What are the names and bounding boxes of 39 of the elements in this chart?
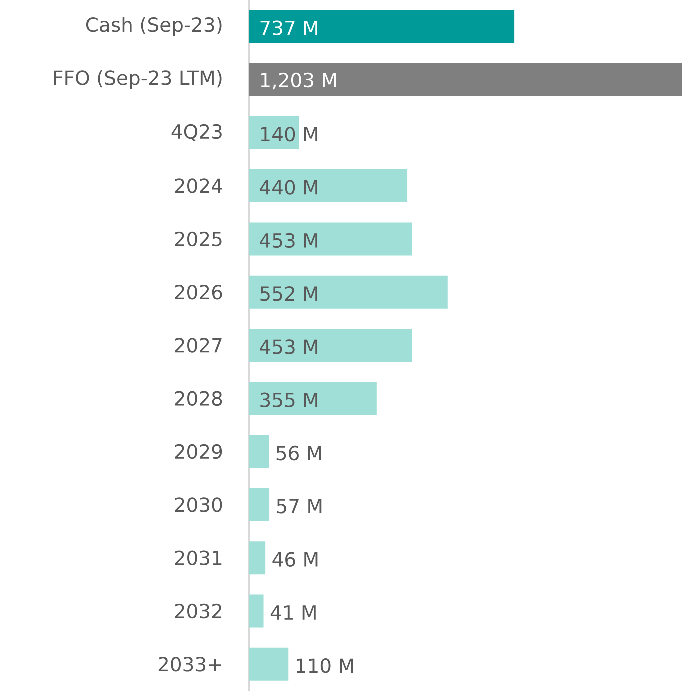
data-label: 355 M — [260, 392, 318, 408]
y-tick-label: 4Q23 — [172, 124, 222, 142]
y-tick-label: 2025 — [175, 232, 222, 247]
bar — [248, 170, 408, 203]
data-label: 41 M — [270, 606, 316, 620]
y-tick-label: 2033+ — [158, 657, 222, 672]
y-tick-label: 2026 — [175, 284, 222, 300]
y-tick-label: 2028 — [175, 391, 222, 406]
bar — [248, 10, 515, 44]
y-tick-label: 2030 — [175, 498, 222, 512]
y-tick-label: 2024 — [175, 178, 222, 194]
data-label: 552 M — [260, 286, 318, 302]
bar — [248, 542, 266, 575]
bar — [248, 329, 412, 362]
bar — [248, 594, 264, 628]
data-label: 140 M — [261, 127, 318, 142]
bar — [248, 222, 412, 256]
data-label: 56 M — [276, 446, 322, 461]
y-tick-label: 2031 — [175, 550, 222, 566]
bar — [248, 648, 289, 681]
data-label: 110 M — [296, 658, 354, 674]
data-label: 57 M — [277, 499, 322, 514]
bar — [248, 382, 377, 416]
bar — [248, 63, 682, 96]
bar — [248, 435, 270, 468]
bar — [248, 116, 300, 150]
bar — [248, 488, 270, 522]
y-tick-label: 2027 — [175, 338, 222, 353]
data-label: 453 M — [260, 233, 318, 248]
y-tick-label: 2032 — [175, 604, 222, 619]
data-label: 46 M — [272, 552, 318, 567]
data-label: 440 M — [260, 180, 318, 195]
data-label: 737 M — [260, 20, 318, 36]
data-label: 453 M — [260, 340, 318, 354]
y-tick-label: Cash (Sep-23) — [86, 17, 222, 36]
y-tick-label: FFO (Sep-23 LTM) — [54, 70, 222, 90]
data-label: 1,203 M — [261, 72, 336, 90]
bar — [248, 276, 448, 309]
y-tick-label: 2029 — [175, 444, 222, 460]
